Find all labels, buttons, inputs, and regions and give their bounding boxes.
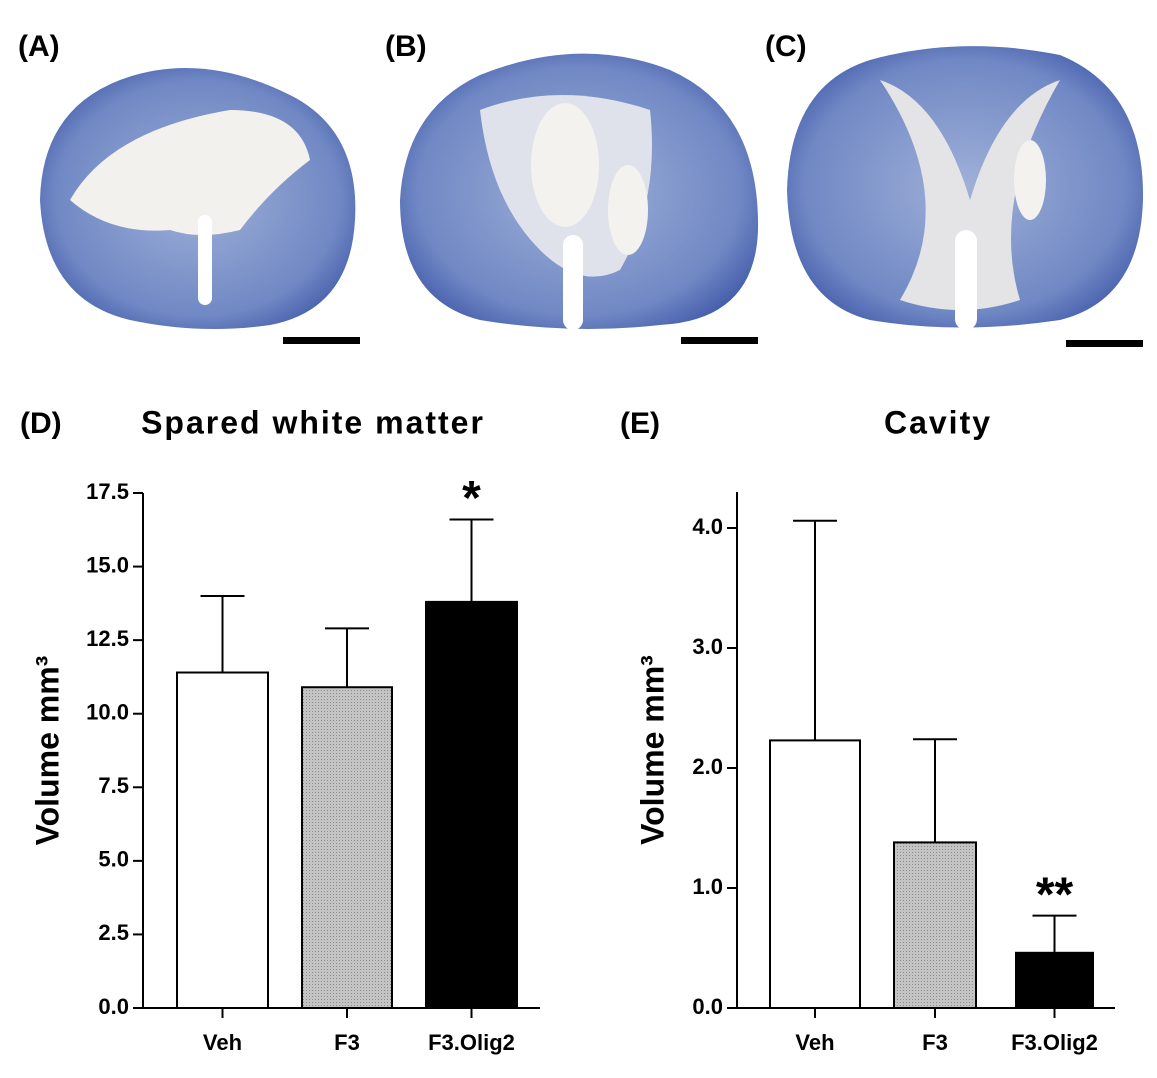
- y-tick-label: 1.0: [692, 874, 723, 899]
- section-image-a: [40, 68, 356, 329]
- chart-title: Cavity: [884, 404, 992, 440]
- y-axis-label: Volume mm³: [29, 656, 65, 846]
- panel-label: (C): [765, 30, 807, 63]
- bar: [1015, 951, 1094, 1009]
- y-axis-label: Volume mm³: [634, 655, 670, 845]
- significance: **: [1036, 868, 1074, 921]
- y-tick-label: 10.0: [86, 700, 129, 725]
- panel-label: (D): [20, 407, 62, 440]
- y-tick-label: 0.0: [692, 994, 723, 1019]
- bar: [425, 600, 518, 1010]
- scale-bar: [283, 337, 360, 344]
- chart-title: Spared white matter: [141, 404, 485, 440]
- panel-label: (E): [620, 407, 660, 440]
- scale-bar: [1066, 340, 1143, 347]
- y-tick-label: 15.0: [86, 552, 129, 577]
- x-tick-label: Veh: [203, 1030, 242, 1055]
- x-tick-label: F3.Olig2: [1011, 1030, 1098, 1055]
- scale-bar: [681, 337, 758, 344]
- y-tick-label: 2.0: [692, 754, 723, 779]
- y-tick-label: 5.0: [98, 847, 129, 872]
- x-tick-label: F3: [334, 1030, 360, 1055]
- x-tick-label: F3: [922, 1030, 948, 1055]
- y-tick-label: 12.5: [86, 626, 129, 651]
- y-tick-label: 0.0: [98, 994, 129, 1019]
- panel-label: (B): [385, 30, 427, 63]
- y-tick-label: 7.5: [98, 773, 129, 798]
- y-tick-label: 17.5: [86, 479, 129, 504]
- bar: [176, 671, 269, 1009]
- bar: [893, 841, 977, 1010]
- section-image-b: [400, 53, 759, 330]
- y-tick-label: 2.5: [98, 920, 129, 945]
- bar: [769, 739, 861, 1010]
- panel-label: (A): [18, 30, 60, 63]
- y-tick-label: 4.0: [692, 514, 723, 539]
- x-tick-label: F3.Olig2: [428, 1030, 515, 1055]
- x-tick-label: Veh: [795, 1030, 834, 1055]
- y-tick-label: 3.0: [692, 634, 723, 659]
- section-image-c: [787, 46, 1144, 330]
- significance: *: [462, 472, 481, 525]
- bar: [301, 686, 393, 1009]
